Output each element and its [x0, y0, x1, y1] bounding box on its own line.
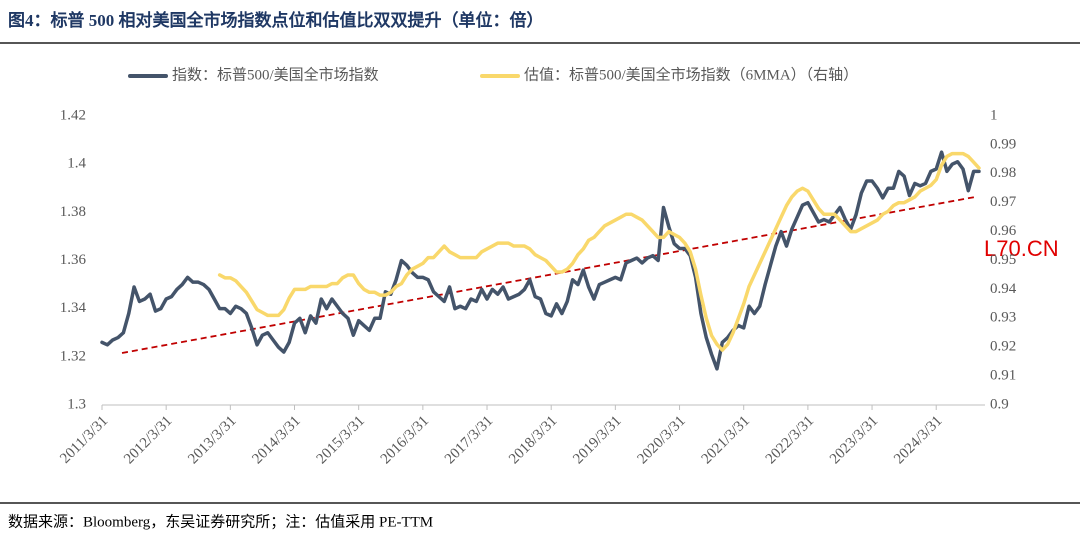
y2-tick-label: 0.95	[990, 252, 1016, 268]
y2-tick-label: 0.96	[990, 223, 1017, 239]
y2-tick-label: 1	[990, 107, 998, 123]
series-line	[217, 151, 981, 352]
source-note: 数据来源：Bloomberg，东吴证券研究所；注：估值采用 PE-TTM	[8, 513, 433, 530]
y2-tick-label: 0.91	[990, 368, 1016, 384]
y2-tick-label: 0.94	[990, 281, 1017, 297]
y2-tick-label: 0.98	[990, 165, 1016, 181]
x-tick-label: 2022/3/31	[763, 413, 817, 467]
x-tick-label: 2016/3/31	[378, 413, 432, 467]
legend-label: 估值：标普500/美国全市场指数（6MMA）（右轴）	[524, 65, 858, 83]
x-tick-label: 2013/3/31	[185, 413, 239, 467]
x-tick-label: 2020/3/31	[634, 413, 688, 467]
y-tick-label: 1.3	[67, 396, 86, 412]
x-tick-label: 2023/3/31	[827, 413, 881, 467]
y-tick-label: 1.38	[60, 204, 86, 220]
chart-title: 图4：标普 500 相对美国全市场指数点位和估值比双双提升（单位：倍）	[8, 10, 544, 30]
x-tick-label: 2011/3/31	[57, 413, 111, 467]
y-tick-label: 1.4	[67, 156, 86, 172]
x-tick-label: 2012/3/31	[121, 413, 175, 467]
series-line	[100, 150, 981, 371]
y-tick-label: 1.36	[60, 252, 87, 268]
x-tick-label: 2019/3/31	[570, 413, 624, 467]
y-tick-label: 1.32	[60, 348, 86, 364]
y-tick-label: 1.34	[60, 300, 87, 316]
x-tick-label: 2017/3/31	[442, 413, 496, 467]
x-tick-label: 2021/3/31	[699, 413, 753, 467]
y2-tick-label: 0.97	[990, 194, 1017, 210]
watermark: L70.CN	[984, 236, 1059, 261]
x-tick-label: 2014/3/31	[249, 413, 303, 467]
x-tick-label: 2024/3/31	[891, 413, 945, 467]
y2-tick-label: 0.92	[990, 339, 1016, 355]
x-tick-label: 2015/3/31	[314, 413, 368, 467]
x-tick-label: 2018/3/31	[506, 413, 560, 467]
y2-tick-label: 0.99	[990, 136, 1016, 152]
y-tick-label: 1.42	[60, 107, 86, 123]
legend-label: 指数：标普500/美国全市场指数	[172, 65, 379, 83]
trend-line	[121, 196, 976, 354]
y2-tick-label: 0.9	[990, 396, 1009, 412]
y2-tick-label: 0.93	[990, 310, 1016, 326]
